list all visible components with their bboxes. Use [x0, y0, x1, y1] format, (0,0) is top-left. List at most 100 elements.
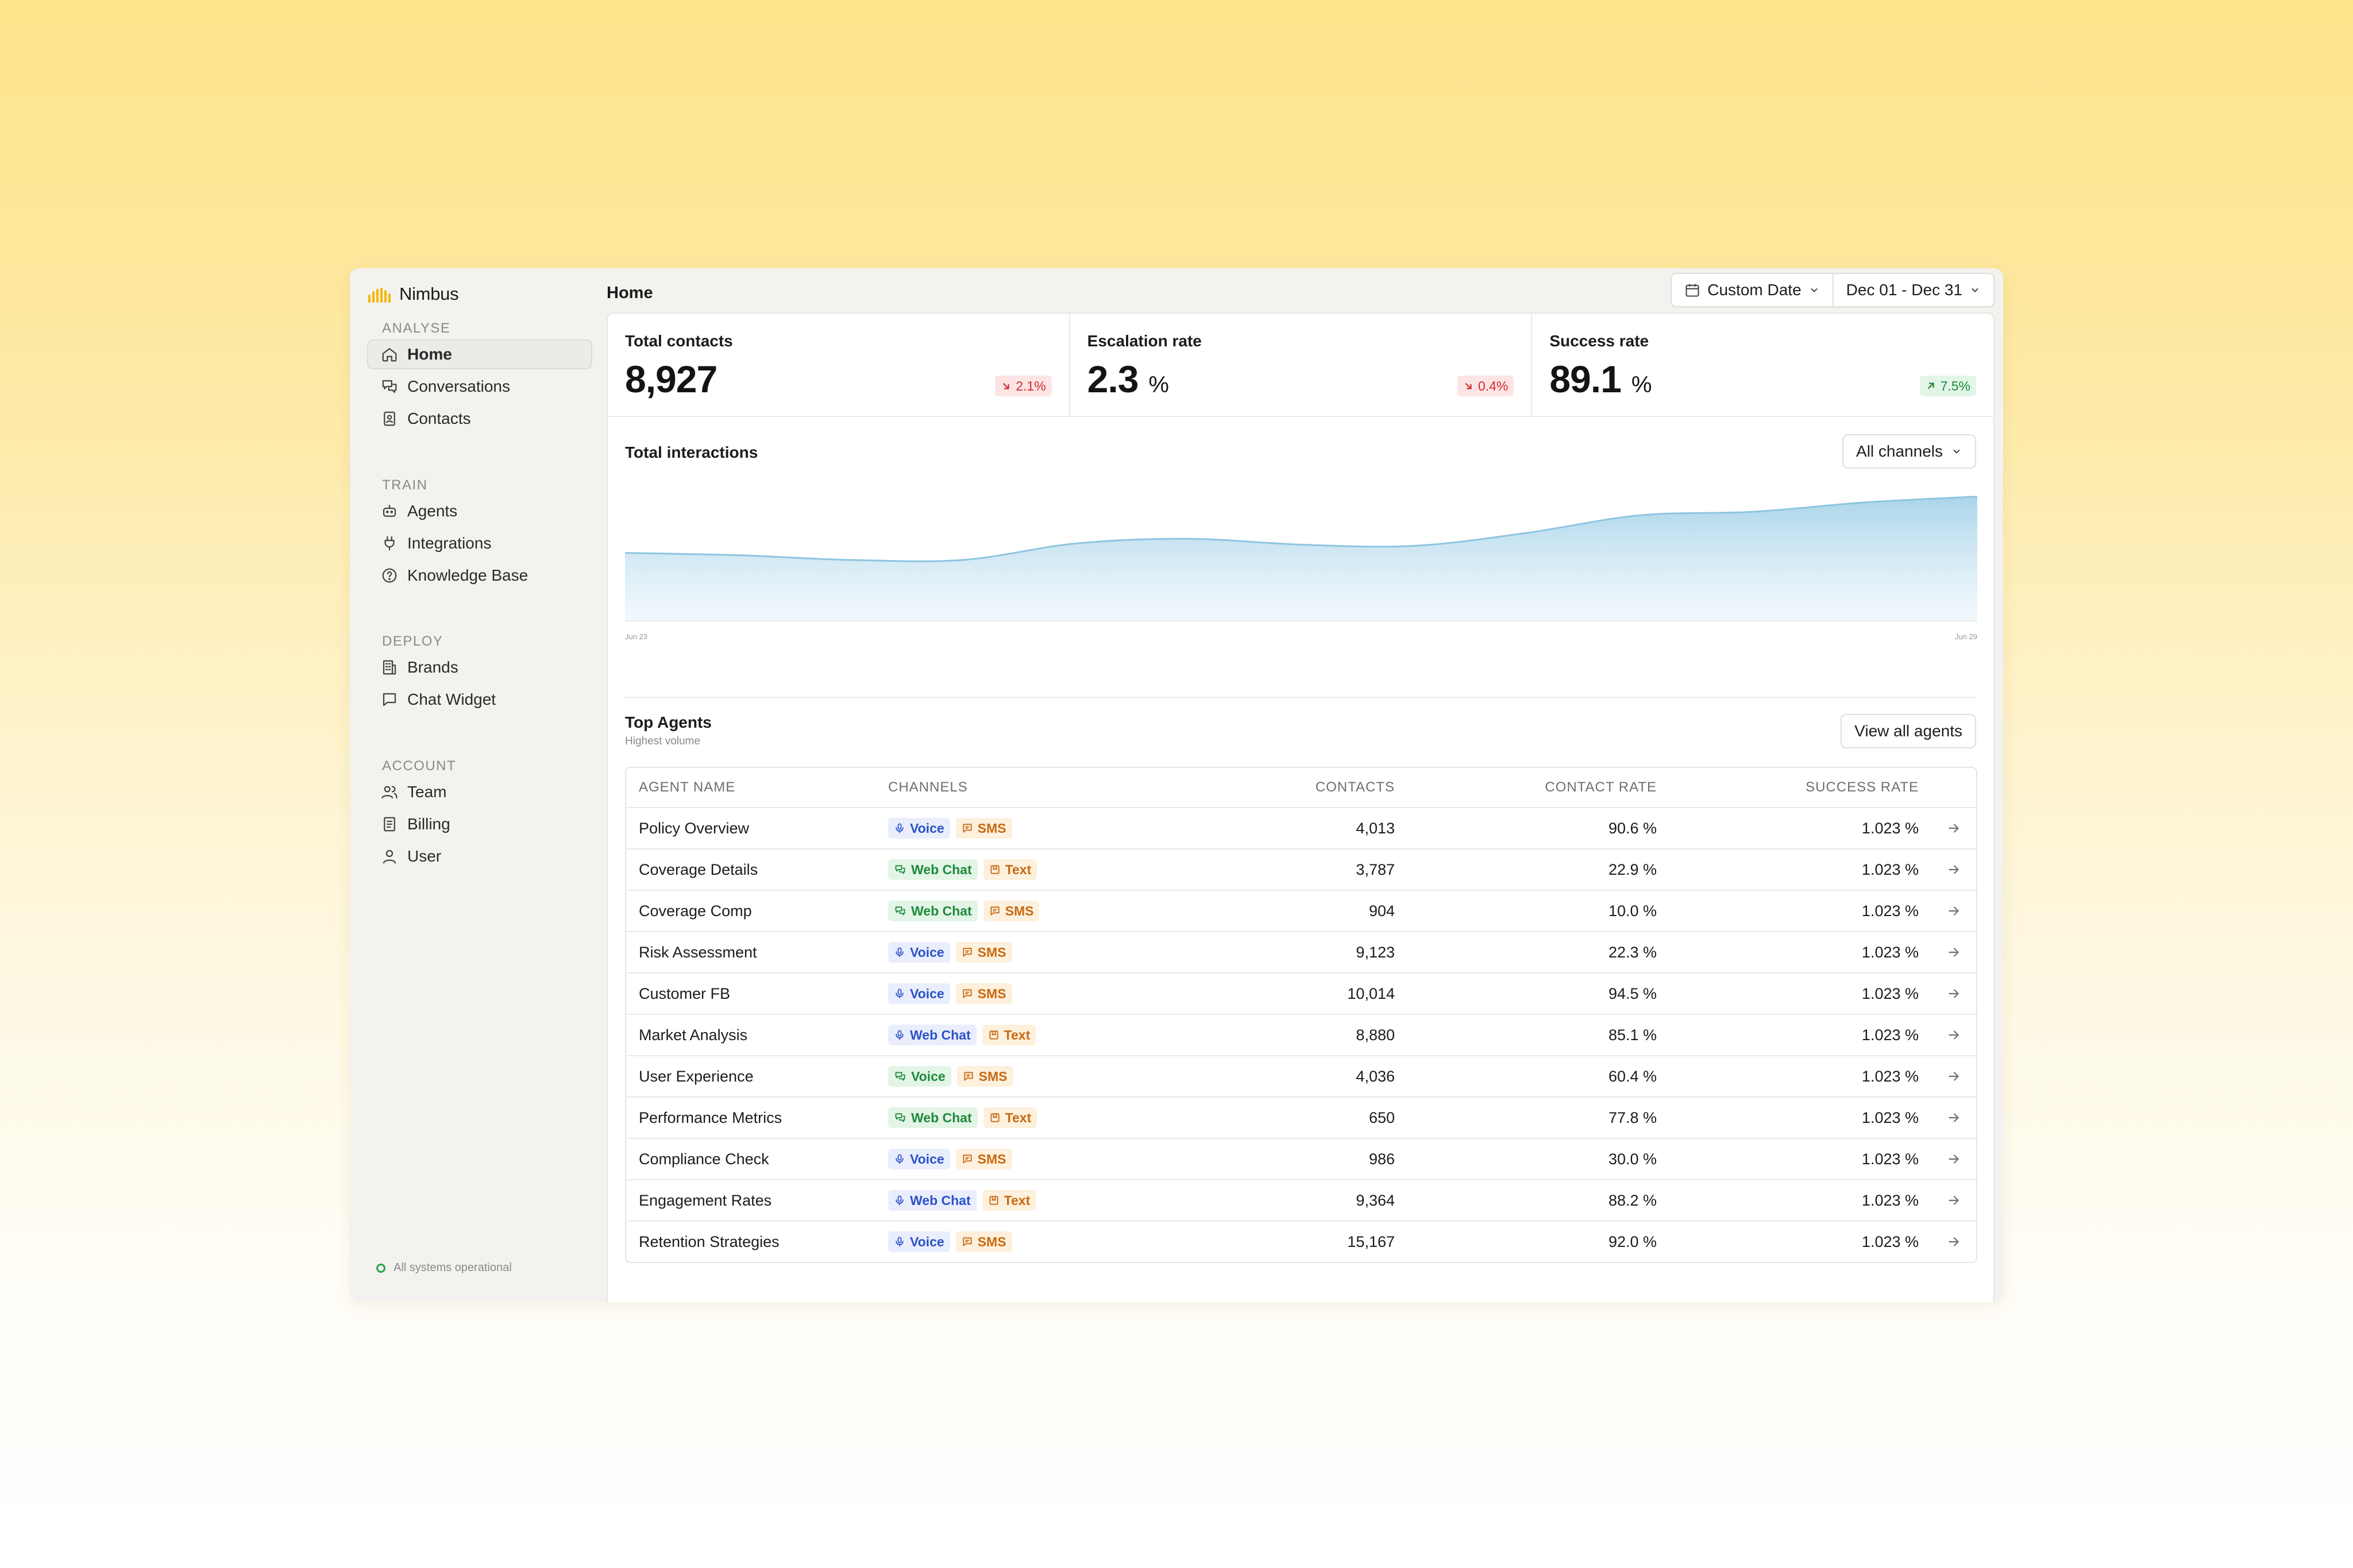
- channel-chip: SMS: [955, 1149, 1012, 1169]
- custom-date-dropdown[interactable]: Custom Date: [1672, 274, 1832, 306]
- channel-label: SMS: [977, 1234, 1006, 1249]
- table-row[interactable]: Engagement Rates Web Chat Text 9,364 88.2 % 1…: [626, 1179, 1976, 1221]
- brand[interactable]: Nimbus: [367, 280, 459, 308]
- arrow-right-icon: [1949, 1030, 1959, 1040]
- table-row[interactable]: Policy Overview Voice SMS 4,013 90.6 % 1.023 …: [626, 807, 1976, 848]
- open-agent-button[interactable]: [1919, 1152, 1976, 1167]
- open-agent-button[interactable]: [1919, 986, 1976, 1001]
- chat-bubbles-icon: [894, 1071, 907, 1082]
- message-lines-icon: [963, 1071, 974, 1082]
- channel-label: SMS: [977, 944, 1006, 960]
- plug-icon: [381, 535, 398, 552]
- open-agent-button[interactable]: [1919, 1028, 1976, 1042]
- agent-success-rate: 1.023 %: [1861, 1067, 1919, 1085]
- table-row[interactable]: Risk Assessment Voice SMS 9,123 22.3 % 1.023 …: [626, 931, 1976, 972]
- view-all-agents-button[interactable]: View all agents: [1841, 714, 1976, 748]
- chevron-down-icon: [1953, 449, 1960, 454]
- date-range-label: Dec 01 - Dec 31: [1846, 281, 1962, 299]
- chevron-down-icon: [1972, 288, 1978, 292]
- arrow-right-icon: [1949, 1237, 1959, 1246]
- kpi-total-contacts: Total contacts 8,927 2.1%: [608, 314, 1069, 416]
- sidebar-item-label: Integrations: [407, 534, 492, 552]
- sidebar-item-label: Agents: [407, 502, 458, 520]
- col-agent-name[interactable]: AGENT NAME: [639, 779, 736, 795]
- sidebar-item-chat-widget[interactable]: Chat Widget: [367, 685, 592, 715]
- sidebar-item-billing[interactable]: Billing: [367, 809, 592, 839]
- help-circle-icon: [381, 567, 398, 584]
- agent-contacts: 15,167: [1347, 1233, 1395, 1250]
- open-agent-button[interactable]: [1919, 1234, 1976, 1249]
- app-window: Nimbus ANALYSE Home Conversations Contacts T…: [350, 268, 2003, 1302]
- agent-contacts: 650: [1368, 1109, 1395, 1126]
- col-success-rate[interactable]: SUCCESS RATE: [1806, 779, 1919, 795]
- arrow-right-icon: [1949, 1072, 1959, 1081]
- channel-label: Web Chat: [910, 1027, 971, 1042]
- agent-channels: Voice SMS: [888, 942, 1147, 963]
- agent-contact-rate: 22.9 %: [1608, 860, 1657, 878]
- kpi-success-rate: Success rate 89.1% 7.5%: [1531, 314, 1993, 416]
- channel-label: Web Chat: [911, 1110, 972, 1125]
- agent-contact-rate: 22.3 %: [1608, 943, 1657, 961]
- table-row[interactable]: Performance Metrics Web Chat Text 650 77.8 %…: [626, 1096, 1976, 1138]
- mic-icon: [894, 822, 905, 834]
- sidebar-item-label: Billing: [407, 815, 450, 833]
- open-agent-button[interactable]: [1919, 1110, 1976, 1125]
- sidebar-item-team[interactable]: Team: [367, 777, 592, 807]
- sidebar-item-home[interactable]: Home: [367, 339, 592, 369]
- agent-name: Engagement Rates: [639, 1191, 772, 1209]
- agent-success-rate: 1.023 %: [1861, 902, 1919, 920]
- channel-chip: Voice: [888, 942, 950, 963]
- open-agent-button[interactable]: [1919, 945, 1976, 960]
- agent-name: Market Analysis: [639, 1026, 748, 1044]
- agent-name: Policy Overview: [639, 819, 750, 837]
- series-line: [625, 496, 1977, 562]
- col-contact-rate[interactable]: CONTACT RATE: [1545, 779, 1657, 795]
- mic-icon: [894, 1236, 905, 1248]
- users-icon: [381, 783, 398, 801]
- table-row[interactable]: Coverage Details Web Chat Text 3,787 22.9 % 1…: [626, 848, 1976, 890]
- user-icon: [381, 848, 398, 865]
- sidebar-item-contacts[interactable]: Contacts: [367, 404, 592, 434]
- col-channels[interactable]: CHANNELS: [888, 779, 968, 795]
- calendar-icon: [1685, 284, 1699, 297]
- sidebar-item-user[interactable]: User: [367, 841, 592, 871]
- channel-chip: Voice: [888, 1066, 951, 1087]
- table-row[interactable]: Compliance Check Voice SMS 986 30.0 % 1.023 %: [626, 1138, 1976, 1179]
- sidebar-item-knowledge-base[interactable]: Knowledge Base: [367, 561, 592, 590]
- channel-chip: Web Chat: [888, 859, 978, 880]
- channel-chip: Voice: [888, 1231, 950, 1252]
- message-square-icon: [381, 691, 398, 708]
- agent-name: Customer FB: [639, 984, 731, 1002]
- arrow-right-icon: [1949, 989, 1959, 998]
- date-mode-label: Custom Date: [1707, 281, 1802, 299]
- nav-heading: ACCOUNT: [382, 758, 457, 774]
- table-row[interactable]: Coverage Comp Web Chat SMS 904 10.0 % 1.023 %: [626, 890, 1976, 931]
- sidebar-item-conversations[interactable]: Conversations: [367, 372, 592, 401]
- chat-bubbles-icon: [381, 378, 398, 395]
- col-contacts[interactable]: CONTACTS: [1315, 779, 1395, 795]
- chat-bubbles-icon: [894, 905, 907, 917]
- agent-name: User Experience: [639, 1067, 754, 1085]
- table-row[interactable]: Customer FB Voice SMS 10,014 94.5 % 1.023 %: [626, 972, 1976, 1014]
- open-agent-button[interactable]: [1919, 1069, 1976, 1084]
- table-row[interactable]: Retention Strategies Voice SMS 15,167 92.0 %…: [626, 1221, 1976, 1262]
- open-agent-button[interactable]: [1919, 1193, 1976, 1208]
- agent-success-rate: 1.023 %: [1861, 819, 1919, 837]
- date-range-dropdown[interactable]: Dec 01 - Dec 31: [1832, 274, 1993, 306]
- channel-filter-dropdown[interactable]: All channels: [1842, 434, 1976, 469]
- channel-label: Voice: [910, 820, 944, 836]
- sidebar-item-brands[interactable]: Brands: [367, 652, 592, 682]
- open-agent-button[interactable]: [1919, 903, 1976, 918]
- table-row[interactable]: Market Analysis Web Chat Text 8,880 85.1 % 1.…: [626, 1014, 1976, 1055]
- open-agent-button[interactable]: [1919, 862, 1976, 877]
- open-agent-button[interactable]: [1919, 821, 1976, 836]
- sidebar-item-agents[interactable]: Agents: [367, 496, 592, 526]
- agent-name: Performance Metrics: [639, 1109, 782, 1126]
- channel-chip: Voice: [888, 1149, 950, 1169]
- table-row[interactable]: User Experience Voice SMS 4,036 60.4 % 1.023 …: [626, 1055, 1976, 1096]
- chart-title: Total interactions: [625, 443, 758, 461]
- nav-section-account: ACCOUNT Team Billing User: [367, 758, 592, 871]
- change-badge: 7.5%: [1919, 376, 1977, 396]
- app-name: Nimbus: [399, 284, 459, 304]
- sidebar-item-integrations[interactable]: Integrations: [367, 528, 592, 558]
